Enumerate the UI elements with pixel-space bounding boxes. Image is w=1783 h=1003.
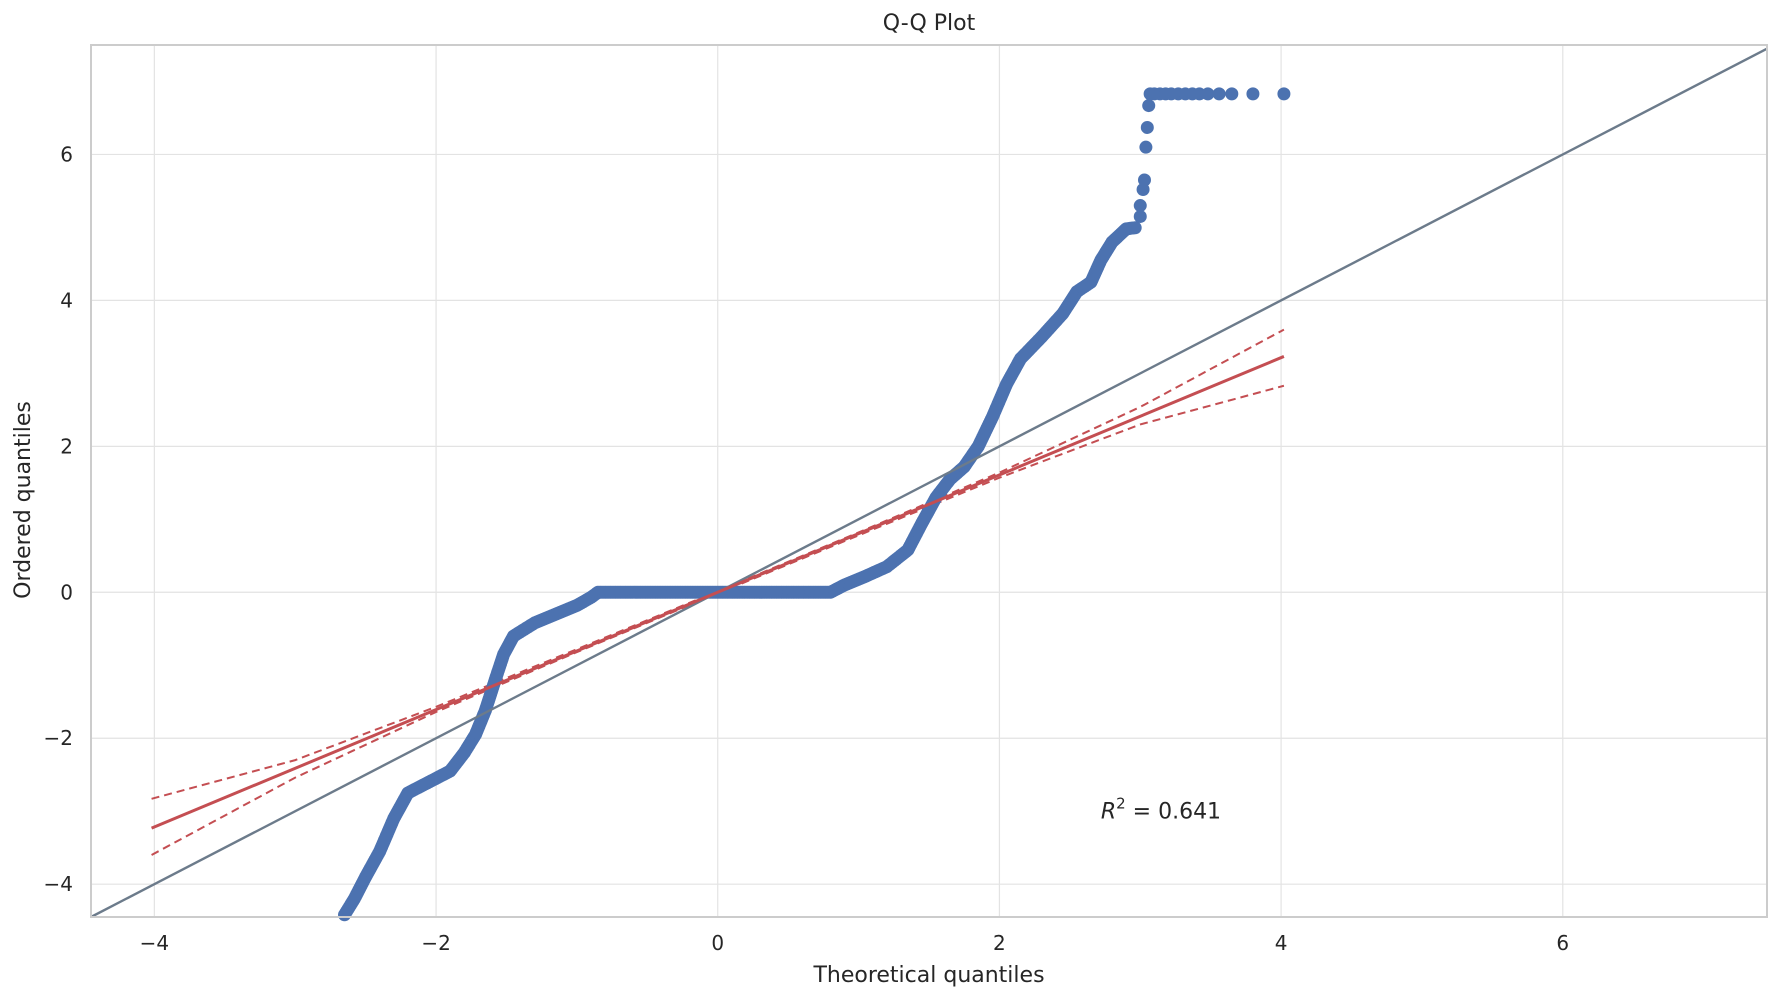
y-axis-title: Ordered quantiles — [11, 401, 36, 599]
data-point — [1133, 209, 1147, 223]
r2-symbol: R — [1101, 799, 1116, 824]
y-tick-label: 6 — [60, 142, 73, 166]
y-tick-label: −2 — [44, 726, 73, 750]
y-tick-label: 0 — [60, 580, 73, 604]
x-tick-label: 6 — [1556, 931, 1569, 955]
x-tick-label: −4 — [140, 931, 169, 955]
data-point — [1201, 87, 1215, 101]
regression-fit-line — [150, 355, 1285, 830]
data-point — [1212, 87, 1226, 101]
plot-frame — [90, 44, 1768, 918]
data-point — [1137, 173, 1151, 187]
data-point — [1133, 199, 1147, 213]
data-point — [1140, 120, 1154, 134]
y-tick-label: 4 — [60, 288, 73, 312]
y-tick-label: 2 — [60, 434, 73, 458]
x-tick-label: 0 — [711, 931, 724, 955]
data-point — [1139, 140, 1153, 154]
data-point — [1128, 221, 1142, 235]
data-point — [1277, 87, 1291, 101]
r-squared-annotation: R2 = 0.641 — [1101, 794, 1221, 824]
tick-labels-layer: −4 −2 0 2 4 6 −4 −2 0 2 4 6 — [44, 142, 1570, 955]
x-tick-label: 4 — [1275, 931, 1288, 955]
data-point — [1225, 87, 1239, 101]
r2-value: = 0.641 — [1126, 799, 1221, 824]
data-point — [1142, 99, 1156, 113]
x-tick-label: 2 — [993, 931, 1006, 955]
reference-line — [90, 47, 1768, 919]
r2-exponent: 2 — [1116, 794, 1126, 812]
data-point — [1136, 182, 1150, 196]
x-tick-label: −2 — [421, 931, 450, 955]
data-points-layer — [338, 87, 1291, 922]
x-axis-title: Theoretical quantiles — [812, 963, 1044, 988]
data-point — [1246, 87, 1260, 101]
y-tick-label: −4 — [44, 872, 73, 896]
chart-title: Q-Q Plot — [883, 11, 976, 36]
grid-layer — [91, 45, 1767, 917]
lines-layer — [90, 47, 1768, 919]
